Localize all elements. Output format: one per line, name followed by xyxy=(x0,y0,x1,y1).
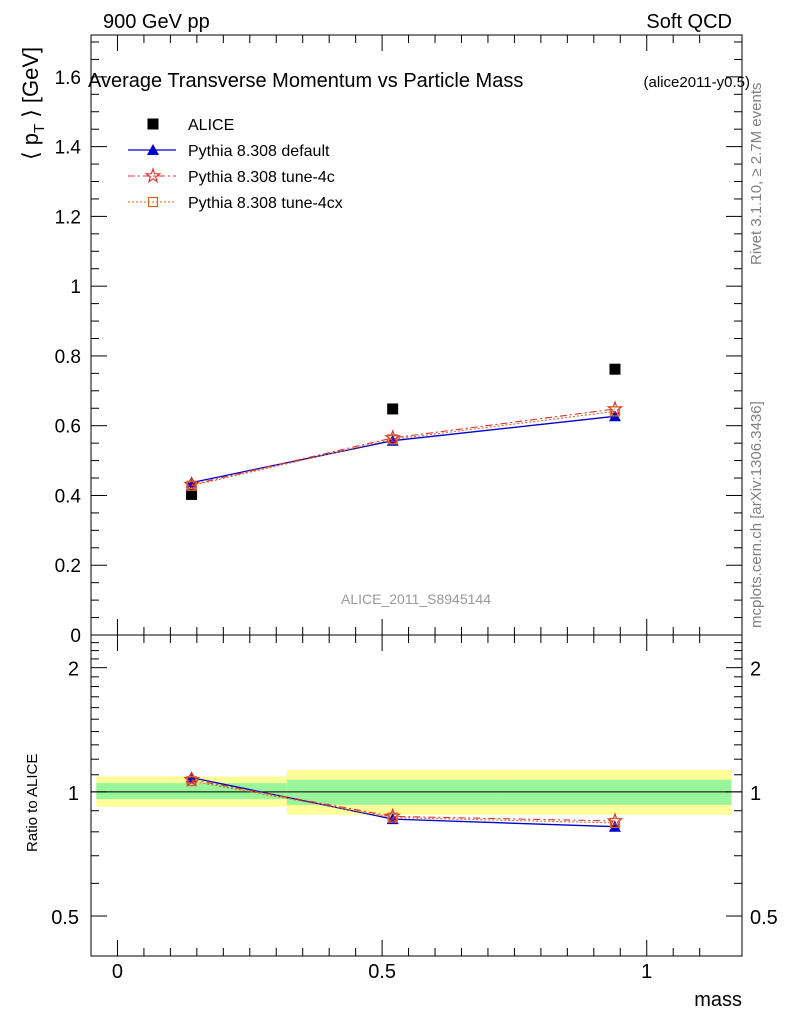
series-pythia-8-308-default xyxy=(185,410,621,488)
series-line xyxy=(191,410,616,487)
ratio-series-layer xyxy=(183,770,624,832)
ratio-data-point xyxy=(609,817,621,829)
ratio-y-tick-label: 1 xyxy=(68,783,79,805)
header-left: 900 GeV pp xyxy=(103,11,210,33)
rivet-label: Rivet 3.1.10, ≥ 2.7M events xyxy=(748,83,765,266)
legend-marker xyxy=(147,144,159,155)
data-point xyxy=(186,488,198,500)
main-y-tick-label: 1.4 xyxy=(55,138,82,159)
main-y-tick-label: 1.2 xyxy=(55,207,81,228)
ratio-data-point xyxy=(387,812,398,823)
legend-label: Pythia 8.308 default xyxy=(188,143,330,160)
analysis-watermark: ALICE_2011_S8945144 xyxy=(341,591,491,607)
main-plot-panel: 0 0.2 0.4 0.6 0.8 1 1.2 1.4 1.6 Average Transver… xyxy=(18,34,750,647)
data-point xyxy=(186,480,197,491)
main-series-layer xyxy=(183,363,624,500)
legend-item: Pythia 8.308 tune-4c xyxy=(128,167,335,186)
ratio-y-tick-label: 0.5 xyxy=(51,907,79,929)
legend-marker xyxy=(147,196,159,208)
main-y-axis-label: ⟨ pT ⟩ [GeV] xyxy=(18,47,48,160)
series-alice xyxy=(186,363,621,500)
legend: ALICE Pythia 8.308 default Pythia 8.308 tu… xyxy=(128,117,343,212)
legend-label: Pythia 8.308 tune-4c xyxy=(188,169,335,186)
x-tick-label: 0 xyxy=(112,961,123,983)
main-y-tick-label: 0.4 xyxy=(55,486,82,507)
ratio-frame xyxy=(90,634,743,957)
series-line xyxy=(191,408,616,486)
ratio-series-pythia-8-308-tune-4cx xyxy=(186,775,621,829)
header-right: Soft QCD xyxy=(646,11,732,33)
series-pythia-8-308-tune-4c xyxy=(183,400,624,492)
data-point xyxy=(387,434,398,445)
legend-label: ALICE xyxy=(188,117,234,134)
ratio-y-tick-label-right: 2 xyxy=(750,659,761,681)
series-line xyxy=(191,415,616,484)
x-tick-label: 0.5 xyxy=(368,961,396,983)
x-tick-label: 1 xyxy=(641,961,652,983)
chart-subtitle: (alice2011-y0.5) xyxy=(644,74,750,91)
ratio-series-line xyxy=(191,780,616,824)
main-y-tick-label: 1 xyxy=(70,277,81,298)
ratio-y-tick-label-right: 1 xyxy=(750,783,761,805)
main-axis-ticks: 0 0.2 0.4 0.6 0.8 1 1.2 1.4 1.6 xyxy=(55,35,742,647)
main-y-tick-label: 0.8 xyxy=(55,347,81,368)
legend-label: Pythia 8.308 tune-4cx xyxy=(188,195,343,212)
ratio-data-point xyxy=(186,775,197,787)
main-y-tick-label: 0 xyxy=(70,626,81,647)
data-point xyxy=(387,403,399,415)
data-point xyxy=(609,406,621,417)
ratio-y-tick-label-right: 0.5 xyxy=(750,907,778,929)
chart-title: Average Transverse Momentum vs Particle … xyxy=(88,70,523,92)
data-point xyxy=(609,363,621,375)
ratio-y-tick-label: 2 xyxy=(68,659,79,681)
series-pythia-8-308-tune-4cx xyxy=(186,406,621,491)
main-y-tick-label: 0.6 xyxy=(55,417,81,438)
legend-marker xyxy=(144,167,162,184)
main-y-tick-label: 0.2 xyxy=(55,556,81,577)
main-y-tick-label: 1.6 xyxy=(55,68,81,89)
x-axis-label: mass xyxy=(694,989,742,1011)
legend-item: Pythia 8.308 tune-4cx xyxy=(128,195,343,212)
ratio-y-axis-label: Ratio to ALICE xyxy=(24,754,41,852)
legend-item: ALICE xyxy=(147,117,234,134)
ratio-data-point xyxy=(608,820,621,832)
ratio-axis-ticks: 0.5 0.5 1 1 2 2 0 0.5 1 xyxy=(51,635,778,983)
main-ylabel-text: ⟨ pT ⟩ [GeV] xyxy=(18,47,48,160)
ratio-plot-panel: 0.5 0.5 1 1 2 2 0 0.5 1 Ratio to ALICE mass xyxy=(24,634,778,1011)
mcplots-label: mcplots.cern.ch [arXiv:1306.3436] xyxy=(748,401,765,628)
legend-marker xyxy=(147,118,159,130)
legend-item: Pythia 8.308 default xyxy=(128,143,330,160)
